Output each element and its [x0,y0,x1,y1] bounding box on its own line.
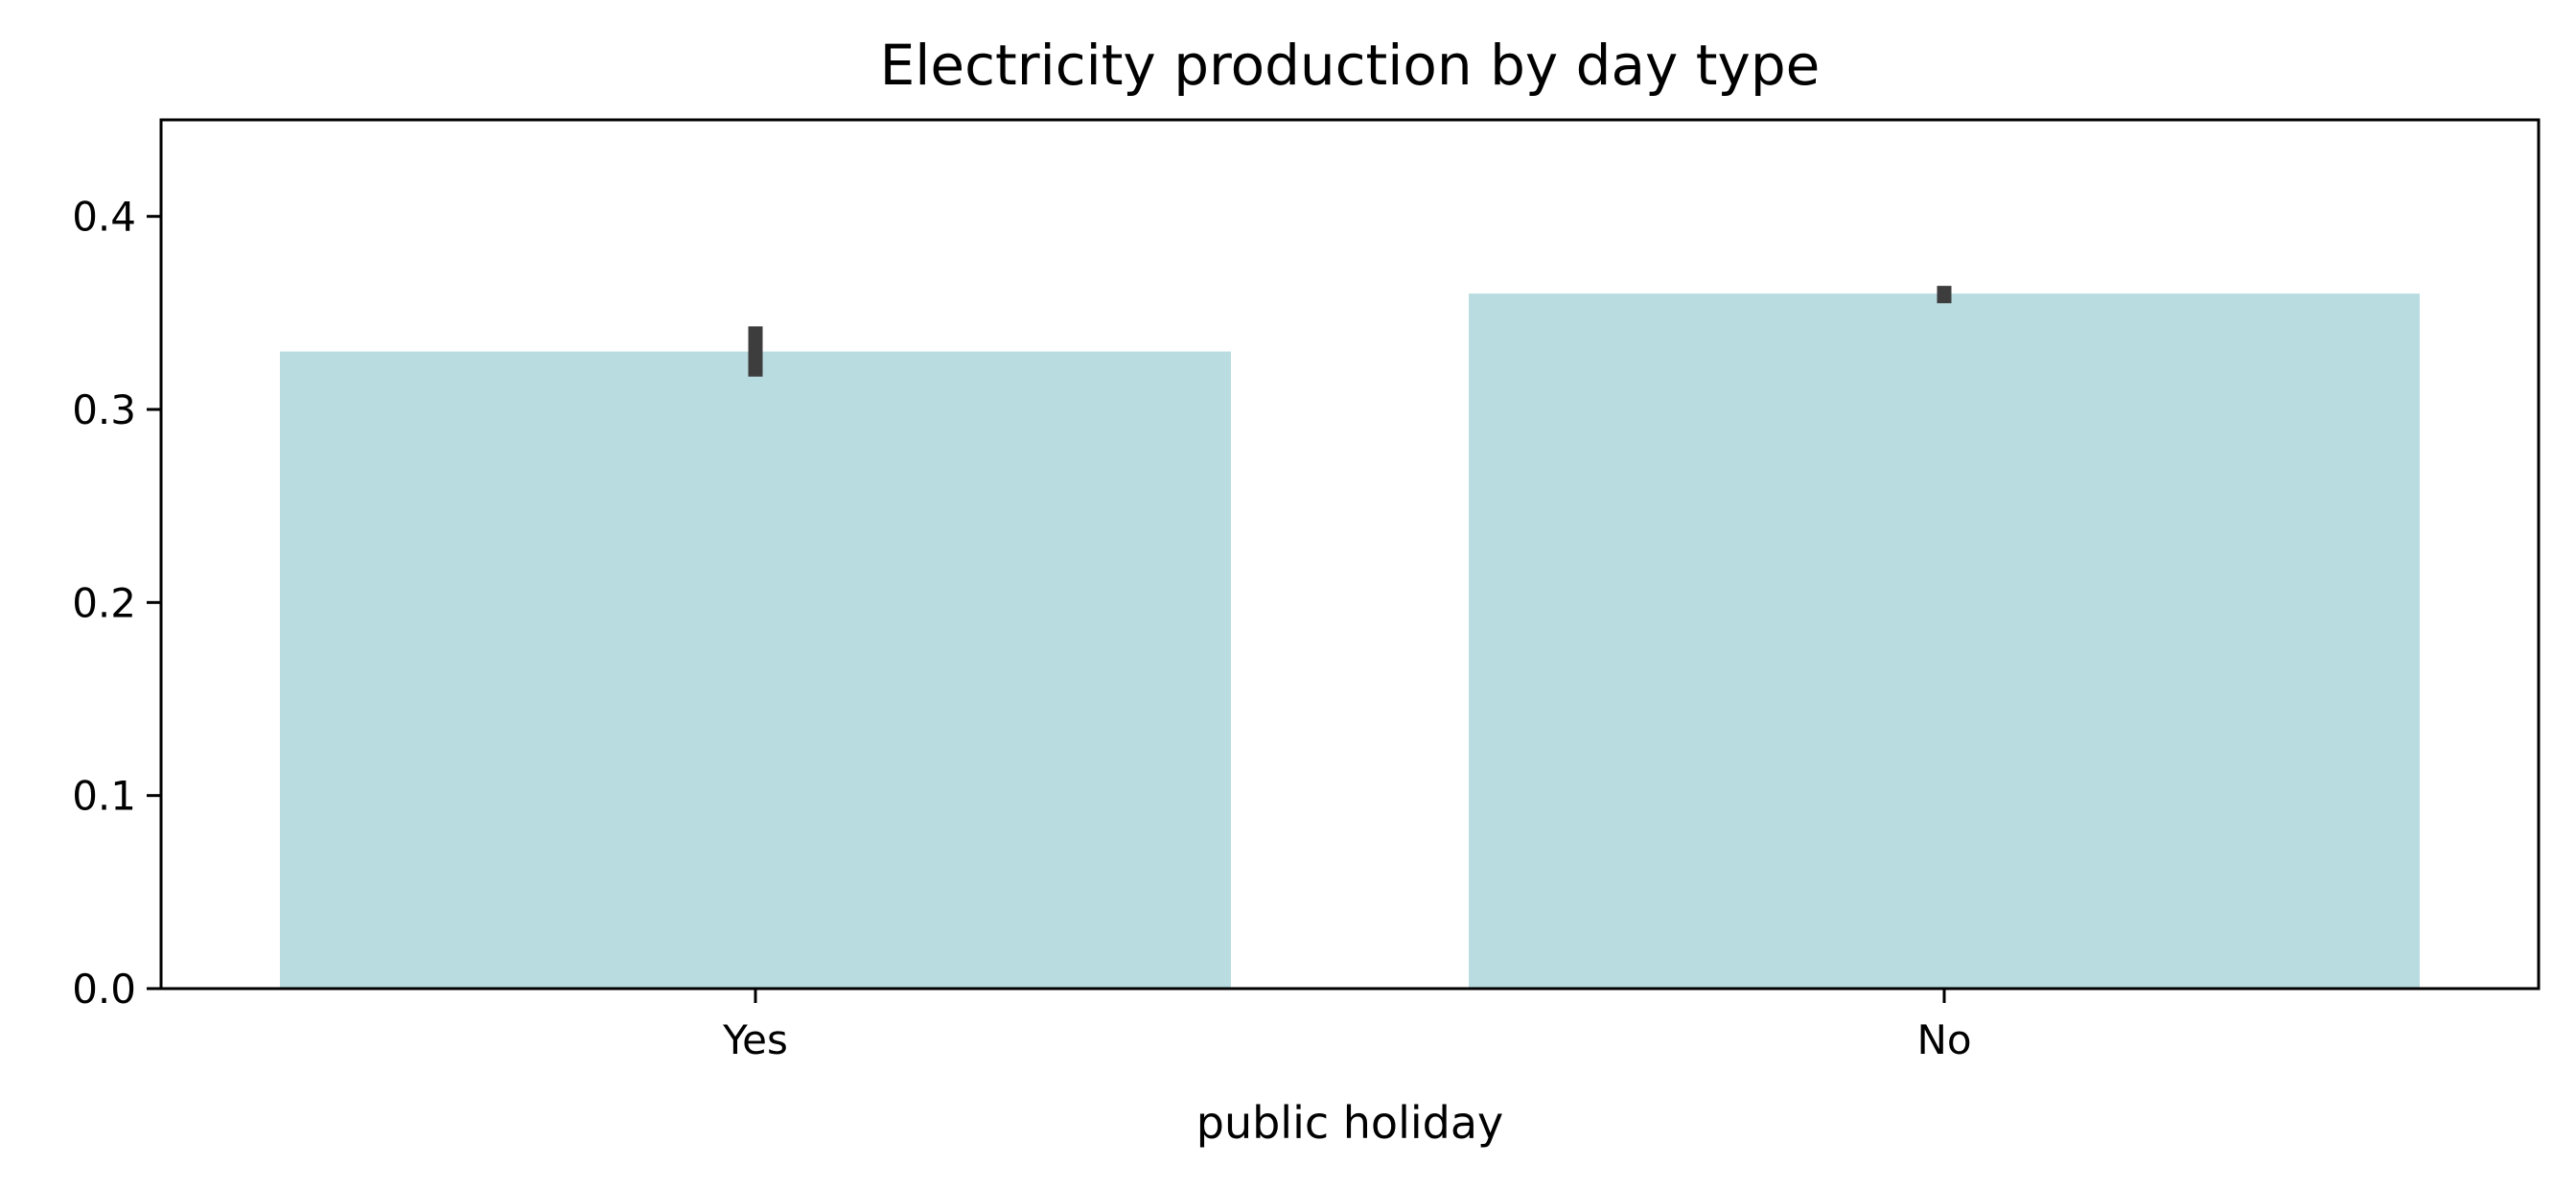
bar-no [1469,293,2420,989]
y-tick-label: 0.2 [72,579,136,626]
y-axis: 0.0 0.1 0.2 0.3 0.4 [72,194,161,1013]
bars-group [280,293,2420,990]
x-tick-label: Yes [722,1016,788,1063]
y-tick-label: 0.1 [72,773,136,820]
bar-yes [280,351,1231,990]
y-tick-label: 0.4 [72,194,136,241]
x-tick-label: No [1916,1016,1971,1063]
error-bars-group [748,286,1952,377]
y-tick-label: 0.0 [72,966,136,1013]
y-tick-label: 0.3 [72,386,136,433]
x-axis-label: public holiday [1196,1097,1504,1149]
plot-frame [159,118,2541,991]
x-axis: Yes No [722,989,1972,1063]
chart-title: Electricity production by day type [880,33,1821,98]
